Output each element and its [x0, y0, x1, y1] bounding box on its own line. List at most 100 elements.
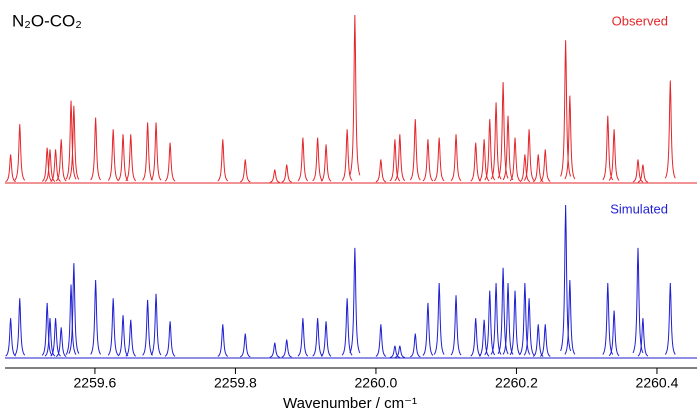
peak: [490, 283, 502, 355]
peak: [664, 80, 676, 179]
peak: [150, 122, 162, 181]
peak: [389, 345, 401, 358]
peak: [539, 324, 551, 357]
peak: [281, 164, 292, 183]
peak: [240, 333, 251, 358]
peak: [14, 298, 26, 356]
peak: [107, 129, 119, 181]
peak: [240, 159, 251, 183]
peak: [602, 283, 614, 355]
peak: [478, 139, 490, 182]
peak: [389, 139, 401, 182]
peak: [664, 283, 676, 355]
x-tick-label: 2260.0: [355, 375, 398, 391]
peak: [532, 324, 544, 357]
peak: [341, 129, 353, 181]
peak: [90, 279, 102, 355]
x-axis-label: Wavenumber / cm⁻¹: [283, 395, 417, 412]
peak: [422, 302, 434, 356]
peak: [523, 298, 535, 356]
peak: [125, 319, 137, 357]
peak: [269, 342, 280, 358]
peak: [50, 318, 61, 357]
peak: [142, 122, 154, 181]
peak: [470, 318, 482, 357]
peak: [44, 318, 56, 357]
peak: [637, 318, 649, 357]
peak: [478, 319, 490, 357]
x-tick-label: 2260.4: [636, 375, 679, 391]
x-tick-label: 2260.2: [495, 375, 538, 391]
peak: [41, 147, 53, 182]
peak: [532, 154, 544, 183]
peak: [117, 315, 129, 357]
legend-label: Observed: [612, 13, 668, 28]
peak: [433, 137, 445, 182]
peak: [608, 129, 620, 181]
peak: [409, 119, 421, 181]
peak: [90, 117, 102, 181]
peak: [497, 82, 509, 179]
peak: [523, 129, 535, 181]
peak: [502, 283, 514, 355]
peak: [433, 283, 445, 355]
peak: [341, 298, 353, 356]
peak: [497, 267, 509, 355]
peak: [217, 324, 229, 357]
peak: [394, 345, 405, 358]
peak: [44, 149, 56, 182]
peak: [519, 154, 531, 183]
peak: [312, 318, 323, 357]
peak: [65, 284, 77, 355]
x-tick-label: 2259.6: [74, 375, 117, 391]
peak: [320, 321, 332, 357]
legend-label: Simulated: [610, 201, 668, 216]
peak: [375, 159, 387, 183]
peak: [269, 169, 280, 183]
peak: [519, 283, 531, 355]
peak: [502, 115, 514, 181]
peak: [50, 149, 61, 182]
peak: [632, 159, 644, 183]
peak: [164, 142, 176, 182]
peak: [217, 139, 229, 182]
x-tick-label: 2259.8: [214, 375, 257, 391]
peak: [68, 105, 80, 180]
peak: [349, 14, 361, 176]
peak: [484, 119, 496, 181]
peak: [349, 247, 361, 354]
peak: [564, 95, 576, 180]
peak: [65, 100, 77, 180]
chart-title: N₂O-CO₂: [12, 11, 82, 30]
peak: [297, 137, 309, 182]
peak: [450, 134, 462, 182]
peak: [117, 134, 129, 182]
peak: [602, 115, 614, 181]
peak: [142, 299, 154, 356]
peak: [55, 327, 67, 358]
peak: [281, 339, 292, 358]
peak: [422, 139, 434, 182]
peak: [375, 324, 387, 357]
peak: [55, 139, 67, 182]
peak: [450, 295, 462, 356]
peak: [637, 164, 649, 183]
peak: [410, 333, 421, 358]
peak: [470, 142, 482, 182]
peak: [5, 154, 16, 183]
peak: [320, 144, 332, 182]
peak: [560, 204, 572, 352]
peak: [564, 279, 576, 355]
peak: [509, 290, 521, 356]
peak: [164, 321, 176, 357]
peak: [394, 134, 406, 182]
peak: [14, 124, 26, 181]
peak: [484, 290, 496, 356]
peak: [150, 293, 162, 356]
peak: [68, 263, 80, 354]
peak: [5, 318, 16, 357]
peak: [297, 318, 309, 357]
peak: [539, 149, 551, 182]
peak: [41, 302, 53, 356]
